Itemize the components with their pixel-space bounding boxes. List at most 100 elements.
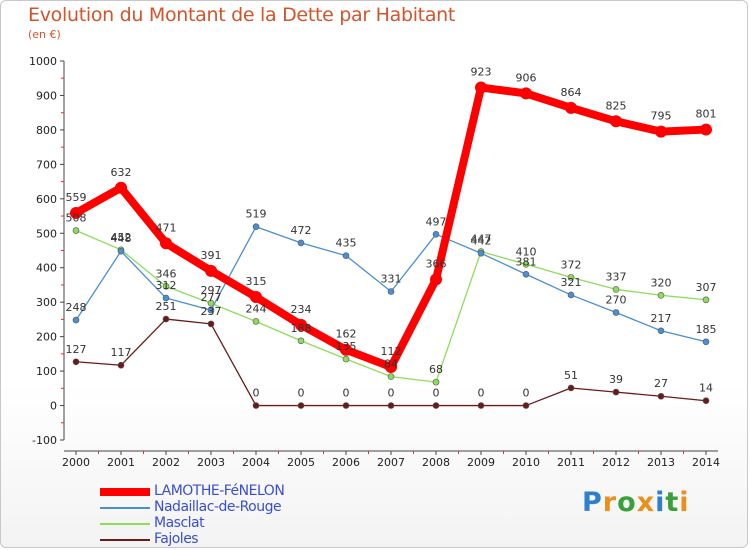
logo-letter: P (582, 487, 603, 518)
data-point (430, 273, 442, 286)
data-label: 188 (291, 322, 312, 335)
data-label: 632 (111, 166, 132, 179)
data-point (115, 181, 127, 194)
legend-swatch-lamothe (100, 488, 150, 496)
y-tick-label: 400 (36, 262, 57, 275)
data-label: 801 (696, 108, 717, 121)
y-tick-label: 0 (50, 400, 57, 413)
y-tick-label: 300 (36, 296, 57, 309)
data-point (252, 318, 260, 325)
data-point (252, 402, 260, 409)
data-point (700, 123, 712, 136)
chart-axes: -100010020030040050060070080090010002000… (29, 55, 720, 469)
data-label: 0 (298, 387, 305, 400)
data-point (567, 274, 575, 281)
legend-swatch-nadaillac (100, 507, 150, 509)
data-label: 825 (606, 99, 627, 112)
x-tick-label: 2006 (332, 456, 360, 469)
data-point (295, 318, 307, 331)
data-point (297, 239, 305, 247)
data-label: 448 (111, 232, 132, 245)
x-tick-label: 2000 (62, 456, 90, 469)
data-label: 127 (66, 343, 87, 356)
data-point (252, 223, 260, 231)
data-label: 0 (433, 387, 440, 400)
data-label: 234 (291, 303, 312, 316)
logo-letter: r (602, 487, 618, 518)
data-label: 346 (156, 267, 177, 280)
data-point (297, 402, 305, 409)
data-point (250, 291, 262, 304)
data-label: 497 (426, 215, 447, 228)
data-point (612, 388, 620, 396)
data-point (567, 384, 575, 392)
data-label: 14 (699, 382, 713, 395)
data-label: 0 (388, 387, 395, 400)
data-point (117, 361, 125, 369)
data-point (567, 291, 575, 299)
data-point (477, 249, 485, 257)
logo-letter: o (617, 487, 637, 518)
x-tick-label: 2010 (512, 456, 540, 469)
data-label: 795 (651, 110, 672, 123)
x-tick-label: 2011 (557, 456, 585, 469)
data-label: 471 (156, 221, 177, 234)
logo-letter: i (679, 487, 690, 518)
legend-label-fajoles: Fajoles (154, 531, 199, 547)
data-label: 906 (516, 71, 537, 84)
y-tick-label: 700 (36, 158, 57, 171)
data-label: 68 (429, 363, 443, 376)
data-label: 0 (253, 387, 260, 400)
data-label: 337 (606, 270, 627, 283)
data-point (520, 87, 532, 100)
data-label: 923 (471, 66, 492, 79)
proxiti-logo: Proxiti (582, 487, 690, 518)
data-label: 519 (246, 208, 267, 221)
data-point (162, 294, 170, 302)
x-tick-label: 2013 (647, 456, 675, 469)
data-point (702, 296, 710, 304)
x-tick-label: 2002 (152, 456, 180, 469)
line-chart: -100010020030040050060070080090010002000… (29, 55, 720, 469)
data-point (385, 360, 397, 373)
data-label: 84 (384, 358, 398, 371)
data-label: 135 (336, 340, 357, 353)
data-label: 0 (478, 387, 485, 400)
legend-label-nadaillac: Nadaillac-de-Rouge (154, 499, 282, 515)
x-tick-label: 2012 (602, 456, 630, 469)
data-label: 251 (156, 300, 177, 313)
data-label: 297 (201, 284, 222, 297)
data-point (340, 343, 352, 356)
x-tick-label: 2007 (377, 456, 405, 469)
data-point (72, 316, 80, 324)
data-point (162, 315, 170, 323)
data-point (162, 283, 170, 290)
data-label: 864 (561, 86, 582, 99)
data-point (702, 338, 710, 346)
data-label: 442 (471, 234, 492, 247)
data-label: 366 (426, 257, 447, 270)
data-point (387, 373, 395, 380)
x-tick-label: 2009 (467, 456, 495, 469)
data-point (297, 337, 305, 345)
data-label: 452 (111, 231, 132, 244)
data-point (475, 81, 487, 94)
data-point (205, 264, 217, 277)
data-point (565, 101, 577, 114)
y-tick-label: 600 (36, 193, 57, 206)
x-tick-label: 2005 (287, 456, 315, 469)
y-tick-label: 900 (36, 89, 57, 102)
x-tick-label: 2014 (692, 456, 720, 469)
data-point (657, 392, 665, 400)
data-label: 217 (651, 312, 672, 325)
data-label: 331 (381, 273, 402, 286)
data-point (342, 402, 350, 409)
data-point (657, 291, 665, 299)
data-point (387, 402, 395, 409)
data-label: 312 (156, 279, 177, 292)
data-label: 508 (66, 212, 87, 225)
data-point (432, 378, 440, 386)
data-point (477, 402, 485, 409)
data-label: 391 (201, 249, 222, 262)
